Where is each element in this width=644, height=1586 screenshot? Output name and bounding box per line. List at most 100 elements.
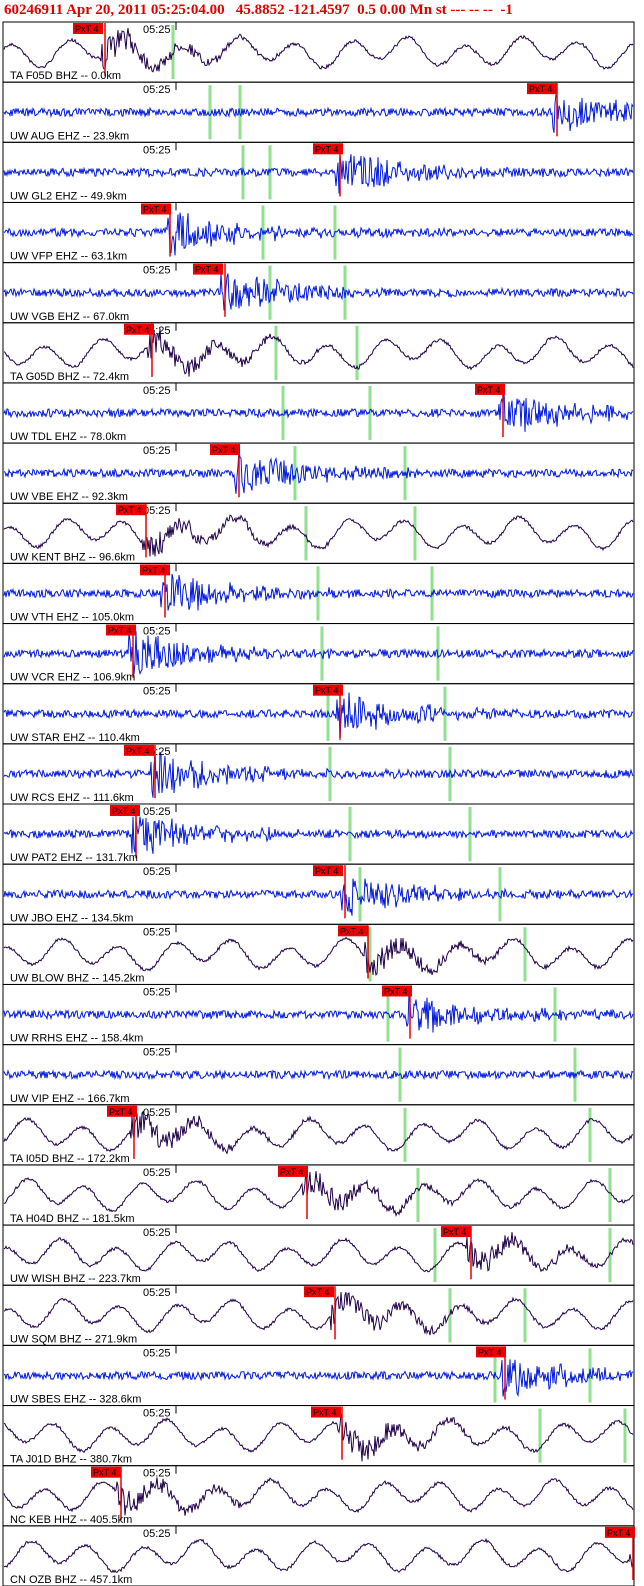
station-label: TA F05D BHZ -- 0.0km [10,70,121,82]
pick-box [338,925,368,937]
waveform [3,936,634,977]
station-label: UW WISH BHZ -- 223.7km [10,1273,141,1285]
waveform [3,389,634,432]
time-label: 05:25 [143,866,171,878]
station-label: NC KEB HHZ -- 405.5km [10,1514,132,1526]
pick-label: PxT 4 [75,24,98,34]
trace-panel: 05:25 PxT 4 UW AUG EHZ -- 23.9km [2,81,635,143]
pick-label: PxT 4 [118,505,141,515]
waveform [3,1110,634,1155]
waveform [3,1413,634,1462]
time-label: 05:25 [143,626,171,638]
pick-label: PxT 4 [280,1167,303,1177]
pick-box [193,263,223,275]
pick-box [313,865,343,877]
waveform [3,692,634,741]
pick-box [106,624,136,636]
pick-box [313,143,343,155]
pick-label: PxT 4 [126,325,149,335]
pick-label: PxT 4 [108,626,131,636]
pick-box [311,1406,341,1418]
waveform [3,1232,634,1273]
trace-panel: 05:25 UW VIP EHZ -- 166.7km [2,1044,635,1106]
pick-label: PxT 4 [478,1347,501,1357]
trace-panel: 05:25 PxT 4 UW RRHS EHZ -- 158.4km [2,983,635,1046]
pick-box [140,564,170,576]
time-label: 05:25 [143,1287,171,1299]
time-label: 05:25 [143,505,171,517]
pick-label: PxT 4 [315,866,338,876]
pick-label: PxT 4 [109,1107,132,1117]
time-label: 05:25 [143,1528,171,1540]
waveform [3,631,634,676]
pick-label: PxT 4 [529,84,552,94]
waveform [3,816,634,854]
waveform [3,514,634,557]
pick-label: PxT 4 [112,806,135,816]
waveform [3,27,634,73]
waveform [3,328,634,377]
time-label: 05:25 [143,1227,171,1239]
pick-box [527,83,557,95]
trace-panel: 05:25 PxT 4 TA F05D BHZ -- 0.0km [2,21,635,83]
pick-label: PxT 4 [143,204,166,214]
trace-panel: 05:25 PxT 4 UW SQM BHZ -- 271.9km [2,1284,635,1346]
trace-panel: 05:25 PxT 4 UW GL2 EHZ -- 49.9km [2,141,635,203]
pick-label: PxT 4 [212,445,235,455]
pick-box [141,203,171,215]
time-label: 05:25 [143,445,171,457]
pick-box [110,805,140,816]
station-label: UW VIP EHZ -- 166.7km [10,1093,130,1105]
pick-box [475,383,505,395]
pick-label: PxT 4 [477,385,500,395]
pick-box [91,1466,121,1478]
pick-box [116,504,146,516]
waveform [3,878,634,916]
trace-panel: 05:25 PxT 4 TA H04D BHZ -- 181.5km [2,1164,635,1226]
station-label: UW SBES EHZ -- 328.6km [10,1394,141,1406]
waveform [3,1069,634,1081]
station-label: UW KENT BHZ -- 96.6km [10,551,135,563]
waveform [3,450,634,494]
pick-box [476,1346,506,1358]
pick-label: PxT 4 [142,565,165,575]
waveform [3,94,634,133]
pick-label: PxT 4 [443,1227,466,1237]
waveform [3,1167,634,1217]
time-label: 05:25 [143,1408,171,1420]
pick-label: PxT 4 [340,926,363,936]
time-label: 05:25 [143,986,171,998]
station-label: UW JBO EHZ -- 134.5km [10,912,133,924]
station-label: UW RCS EHZ -- 111.6km [10,792,134,804]
header: 60246911 Apr 20, 2011 05:25:04.00 45.885… [4,2,513,18]
time-label: 05:25 [143,1347,171,1359]
time-label: 05:25 [143,385,171,397]
waveform [3,1359,634,1398]
station-label: UW VFP EHZ -- 63.1km [10,251,127,263]
panel-frame [2,1525,635,1586]
trace-panel: 05:25 PxT 4 TA I05D BHZ -- 172.2km [2,1104,635,1166]
pick-box [441,1226,471,1238]
waveform [3,212,634,256]
pick-box [313,684,343,696]
pick-box [278,1165,308,1177]
pick-label: PxT 4 [313,1408,336,1418]
pick-box [210,444,240,456]
waveform [3,1537,634,1574]
pick-label: PxT 4 [315,686,338,696]
trace-panel: 05:25 PxT 4 UW PAT2 EHZ -- 131.7km [2,803,635,865]
pick-label: PxT 4 [384,986,407,996]
time-label: 05:25 [143,144,171,156]
pick-label: PxT 4 [126,746,149,756]
pick-label: PxT 4 [607,1528,630,1538]
time-label: 05:25 [143,926,171,938]
waveform [3,573,634,611]
pick-label: PxT 4 [93,1468,116,1478]
